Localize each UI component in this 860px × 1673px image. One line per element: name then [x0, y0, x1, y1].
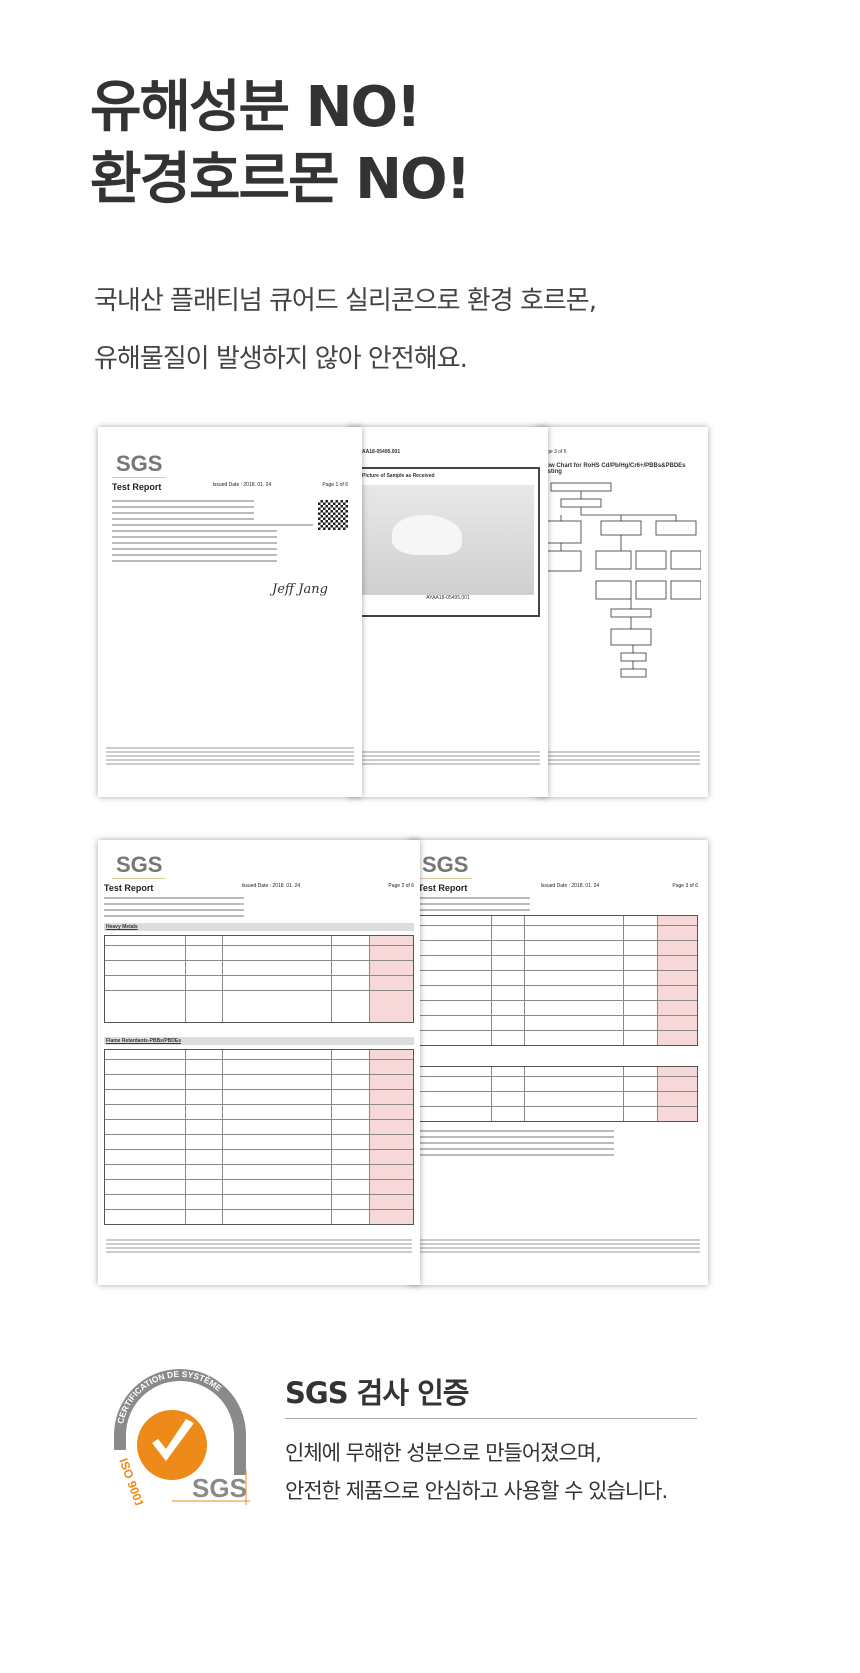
divider: [285, 1418, 697, 1419]
svg-text:SGS: SGS: [192, 1473, 247, 1503]
issued-date: Issued Date : 2018. 01. 24: [540, 883, 600, 889]
sgs-logo: SGS: [112, 451, 167, 478]
photo-caption: AYAA18-05495.001: [426, 595, 470, 601]
svg-text:ISO 9001: ISO 9001: [116, 1456, 147, 1505]
report-page-photo: AYAA18-05495.001 Picture of Sample as Re…: [348, 427, 548, 797]
phthalate-table: [418, 1066, 698, 1122]
report-page-flowchart: Page 3 of 6 Flow Chart for RoHS Cd/Pb/Hg…: [535, 427, 708, 797]
sgs-iso-certification-logo: CERTIFICATION DE SYSTÈME ISO 9001 SGS: [114, 1369, 250, 1505]
page-number: Page 3 of 6: [541, 449, 567, 455]
sgs-logo: SGS: [112, 852, 167, 879]
page-number: Page 3 of 6: [672, 883, 698, 889]
certificate-pages-1: Page 3 of 6 Flow Chart for RoHS Cd/Pb/Hg…: [98, 427, 708, 797]
flame-retardants-table: [104, 1049, 414, 1225]
headline-line-2: 환경호르몬 NO!: [90, 147, 471, 212]
report-page-cover: SGS Test Report Issued Date : 2018. 01. 2…: [98, 427, 362, 797]
report-title: Test Report: [418, 883, 468, 893]
certification-text-2: 안전한 제품으로 안심하고 사용할 수 있습니다.: [285, 1479, 668, 1503]
subtitle-line-1: 국내산 플래티넘 큐어드 실리콘으로 환경 호르몬,: [94, 286, 597, 316]
photo-title: Picture of Sample as Received: [362, 473, 435, 479]
report-title: Test Report: [112, 482, 162, 492]
sample-photo: [362, 485, 534, 595]
flow-chart: [540, 482, 702, 678]
report-title: Test Report: [104, 883, 154, 893]
subtitle-line-2: 유해물질이 발생하지 않아 안전해요.: [94, 344, 468, 374]
qr-code: [318, 500, 348, 530]
page-number: Page 1 of 6: [322, 482, 348, 488]
issued-date: Issued Date : 2018. 01. 24: [241, 883, 301, 889]
sgs-logo: SGS: [418, 852, 473, 879]
headline: 유해성분 NO! 환경호르몬 NO!: [90, 72, 471, 216]
results-table: [418, 915, 698, 1046]
report-page-3: SGS Test Report Issued Date : 2018. 01. 2…: [408, 840, 708, 1285]
headline-line-1: 유해성분 NO!: [90, 75, 422, 140]
section-flame-retardants: Flame Retardants-PBBs/PBDEs: [104, 1037, 414, 1045]
issued-date: Issued Date : 2018. 01. 24: [212, 482, 272, 488]
certification-text-1: 인체에 무해한 성분으로 만들어졌으며,: [285, 1441, 602, 1465]
section-heavy-metals: Heavy Metals: [104, 923, 414, 931]
signature: Jeff Jang: [272, 582, 328, 597]
report-page-2: SGS Test Report Issued Date : 2018. 01. 2…: [98, 840, 420, 1285]
flow-chart-title: Flow Chart for RoHS Cd/Pb/Hg/Cr6+/PBBs&P…: [541, 463, 686, 475]
certification-title: SGS 검사 인증: [285, 1376, 469, 1410]
heavy-metals-table: [104, 935, 414, 1023]
page-number: Page 2 of 6: [388, 883, 414, 889]
certificate-pages-2: SGS Test Report Issued Date : 2018. 01. 2…: [98, 840, 708, 1285]
sample-number: AYAA18-05495.001: [356, 449, 401, 455]
